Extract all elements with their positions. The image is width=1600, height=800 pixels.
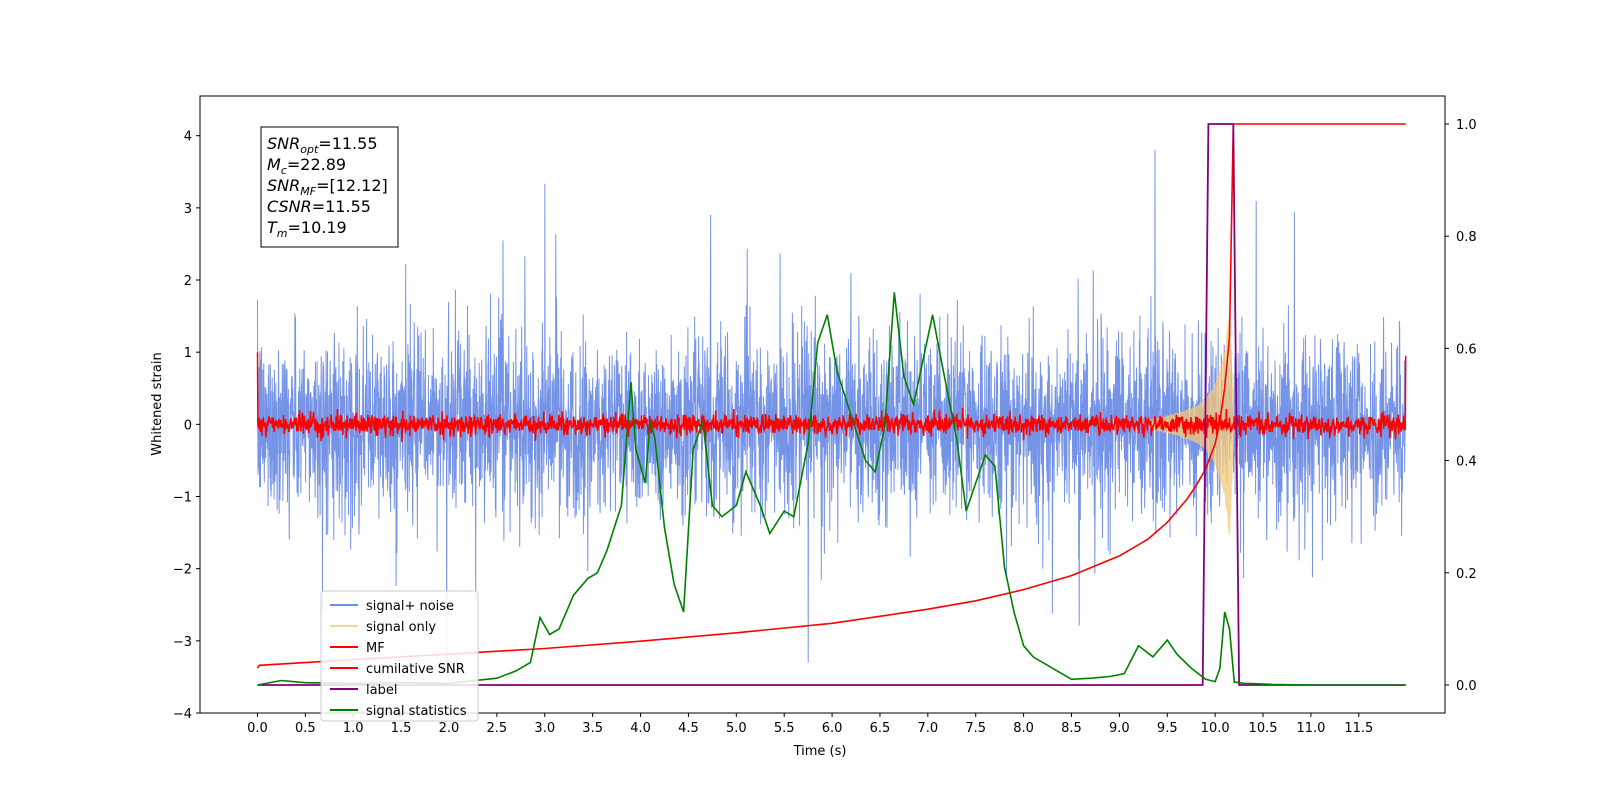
y-left-tick-label: −4: [173, 707, 192, 722]
y-left-tick-label: 3: [184, 202, 192, 217]
x-tick-label: 1.0: [343, 721, 364, 736]
x-tick-label: 0.0: [247, 721, 268, 736]
x-tick-label: 11.0: [1296, 721, 1325, 736]
x-tick-label: 8.5: [1061, 721, 1082, 736]
x-tick-label: 4.5: [678, 721, 699, 736]
plot-frame: [199, 95, 1446, 714]
stats-line: SNRMF=[12.12]: [267, 176, 388, 198]
x-tick-label: 2.0: [439, 721, 460, 736]
stats-line: Tm=10.19: [267, 218, 347, 240]
y-left-tick-label: 4: [184, 130, 192, 145]
y-left-tick-label: −1: [173, 491, 192, 506]
series-label: [257, 123, 1406, 686]
legend-entry-label: signal only: [366, 620, 436, 635]
series-mf: [256, 352, 1407, 443]
x-tick-label: 9.0: [1109, 721, 1130, 736]
y-right-tick-label: 1.0: [1456, 118, 1477, 133]
x-tick-label: 2.5: [487, 721, 508, 736]
x-tick-label: 9.5: [1157, 721, 1178, 736]
y-right-tick-label: 0.0: [1456, 679, 1477, 694]
x-tick-label: 3.0: [534, 721, 555, 736]
x-tick-label: 8.0: [1013, 721, 1034, 736]
x-tick-label: 7.5: [965, 721, 986, 736]
y-left-tick-label: 2: [184, 274, 192, 289]
x-tick-label: 11.5: [1344, 721, 1373, 736]
legend: signal+ noise signal only MF cumilative SNR…: [320, 590, 479, 722]
legend-entry-label: cumilative SNR: [366, 662, 465, 677]
y-right-tick-label: 0.6: [1456, 342, 1477, 357]
x-tick-label: 0.5: [295, 721, 316, 736]
series-cumulative-snr: [256, 123, 1406, 669]
x-tick-label: 3.5: [582, 721, 603, 736]
x-tick-label: 4.0: [630, 721, 651, 736]
y-right-tick-label: 0.2: [1456, 567, 1477, 582]
y-left-tick-label: 1: [184, 346, 192, 361]
x-tick-label: 1.5: [391, 721, 412, 736]
y-left-tick-label: −3: [173, 635, 192, 650]
x-axis: 0.0 0.5 1.0 1.5 2.0 2.5 3.0 3.5 4.0 4.5 5.0 5.5 6.0 6…: [247, 713, 1373, 736]
x-tick-label: 5.0: [726, 721, 747, 736]
x-tick-label: 6.0: [822, 721, 843, 736]
stats-line: Mc=22.89: [267, 155, 346, 177]
stats-line: SNRopt=11.55: [267, 134, 378, 156]
stats-box: SNRopt=11.55Mc=22.89SNRMF=[12.12]CSNR=11…: [260, 126, 399, 248]
x-tick-label: 10.0: [1201, 721, 1230, 736]
legend-entry-label: signal+ noise: [366, 599, 454, 614]
plot-area: [256, 123, 1407, 686]
stats-box-frame: [260, 126, 399, 248]
y-axis-left: 4 3 2 1 0 −1 −2 −3 −4: [173, 130, 200, 722]
legend-frame: [320, 590, 479, 722]
legend-entry-label: label: [366, 683, 397, 698]
legend-entry-label: MF: [366, 641, 385, 656]
y-left-tick-label: 0: [184, 418, 192, 433]
x-tick-label: 6.5: [870, 721, 891, 736]
y-axis-right: 1.0 0.8 0.6 0.4 0.2 0.0: [1445, 118, 1477, 694]
series-signal-statistics: [257, 292, 1406, 686]
y-right-tick-label: 0.4: [1456, 455, 1477, 470]
legend-entry-label: signal statistics: [366, 704, 467, 719]
x-tick-label: 5.5: [774, 721, 795, 736]
y-right-tick-label: 0.8: [1456, 230, 1477, 245]
x-axis-label: Time (s): [793, 744, 847, 759]
y-left-tick-label: −2: [173, 563, 192, 578]
x-tick-label: 7.0: [918, 721, 939, 736]
stats-line: CSNR=11.55: [267, 197, 371, 216]
x-tick-label: 10.5: [1249, 721, 1278, 736]
y-axis-label: Whitened strain: [150, 352, 165, 455]
